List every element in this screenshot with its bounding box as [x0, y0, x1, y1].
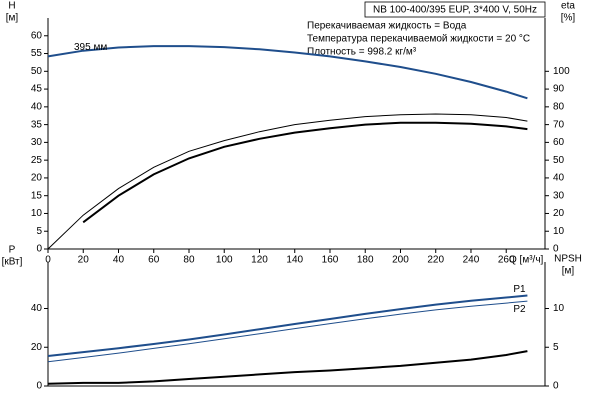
y-tick-label: 50 — [31, 66, 43, 77]
y-tick-label: 10 — [31, 208, 43, 219]
y-tick-label: 25 — [31, 155, 43, 166]
curve-label: P2 — [513, 304, 526, 315]
y-unit: [м] — [6, 13, 19, 24]
y2-tick-label: 70 — [553, 119, 565, 130]
y2-tick-label: 20 — [553, 208, 565, 219]
y-tick-label: 40 — [31, 101, 43, 112]
y-tick-label: 60 — [31, 30, 43, 41]
y-unit: [кВт] — [2, 257, 23, 268]
y2-unit: [%] — [561, 13, 576, 24]
x-tick-label: 120 — [251, 255, 268, 266]
annotation: Температура перекачиваемой жидкости = 20… — [307, 34, 530, 45]
y-tick-label: 0 — [36, 381, 42, 392]
header: NB 100-400/395 EUP, 3*400 V, 50Hz — [373, 5, 537, 16]
y2-tick-label: 80 — [553, 101, 565, 112]
x-tick-label: 260 — [498, 255, 515, 266]
curve — [47, 350, 528, 385]
x-tick-label: 180 — [357, 255, 374, 266]
x-tick-label: 60 — [148, 255, 160, 266]
y2-label: NPSH — [554, 254, 582, 265]
x-tick-label: 40 — [113, 255, 125, 266]
x-tick-label: 20 — [78, 255, 90, 266]
x-label: Q [м³/ч] — [509, 255, 544, 266]
y2-unit: [м] — [562, 266, 575, 277]
y-tick-label: 5 — [36, 226, 42, 237]
y-tick-label: 35 — [31, 119, 43, 130]
curve-label: P1 — [513, 284, 526, 295]
y2-tick-label: 40 — [553, 173, 565, 184]
curve-label: 395 мм — [74, 42, 107, 53]
y-tick-label: 40 — [31, 303, 43, 314]
curve — [47, 300, 528, 363]
x-tick-label: 100 — [216, 255, 233, 266]
y2-tick-label: 60 — [553, 137, 565, 148]
y2-tick-label: 0 — [553, 244, 559, 255]
y2-tick-label: 30 — [553, 190, 565, 201]
curve — [47, 45, 528, 100]
y2-tick-label: 100 — [553, 66, 570, 77]
curve — [47, 294, 528, 357]
curve — [47, 113, 528, 250]
y2-tick-label: 90 — [553, 84, 565, 95]
x-tick-label: 140 — [286, 255, 303, 266]
y-tick-label: 55 — [31, 48, 43, 59]
y2-tick-label: 5 — [553, 342, 559, 353]
annotation: Перекачиваемая жидкость = Вода — [307, 21, 467, 32]
header-box — [364, 1, 546, 18]
x-tick-label: 160 — [322, 255, 339, 266]
x-tick-label: 0 — [45, 255, 51, 266]
curve — [82, 121, 528, 224]
x-tick-label: 220 — [427, 255, 444, 266]
y-tick-label: 0 — [36, 244, 42, 255]
y2-tick-label: 10 — [553, 303, 565, 314]
y2-label: eta — [561, 1, 575, 12]
x-tick-label: 80 — [183, 255, 195, 266]
y2-tick-label: 10 — [553, 226, 565, 237]
y-tick-label: 30 — [31, 137, 43, 148]
y-label: P — [9, 245, 16, 256]
y-label: H — [8, 1, 15, 12]
y-tick-label: 15 — [31, 190, 43, 201]
x-tick-label: 200 — [392, 255, 409, 266]
y2-tick-label: 0 — [553, 381, 559, 392]
annotation: Плотность = 998.2 кг/м³ — [307, 47, 417, 58]
x-tick-label: 240 — [463, 255, 480, 266]
y-tick-label: 45 — [31, 84, 43, 95]
y-tick-label: 20 — [31, 173, 43, 184]
y-tick-label: 20 — [31, 342, 43, 353]
y2-tick-label: 50 — [553, 155, 565, 166]
